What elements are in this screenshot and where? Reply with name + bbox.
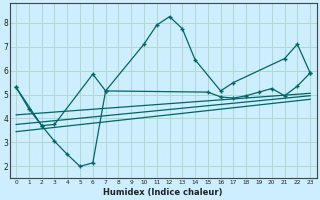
X-axis label: Humidex (Indice chaleur): Humidex (Indice chaleur) [103, 188, 223, 197]
